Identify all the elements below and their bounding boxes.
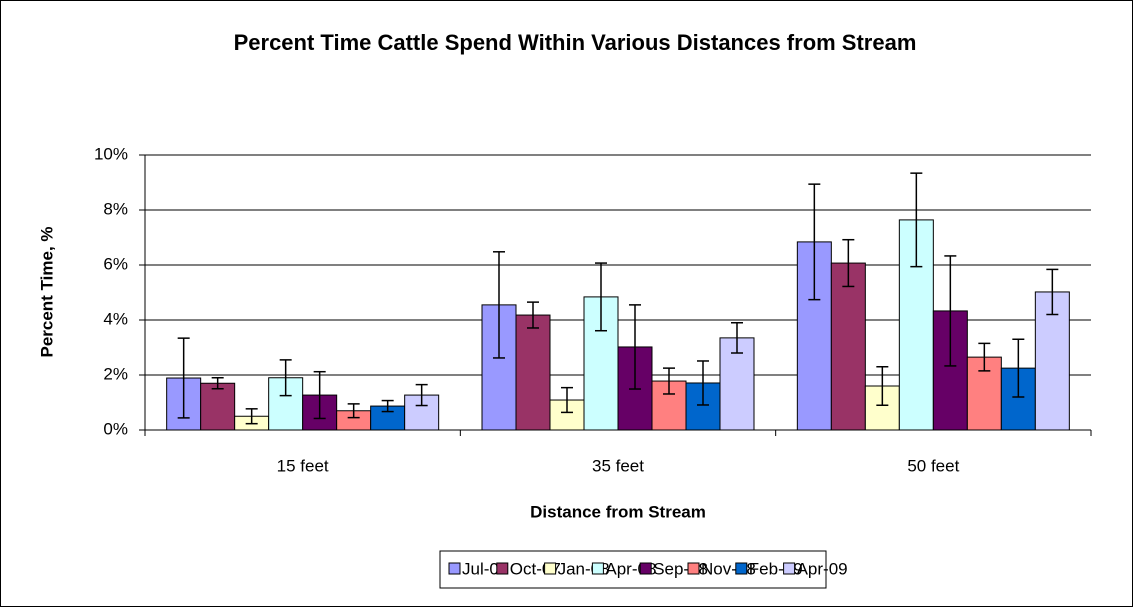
legend-swatch [591,562,604,575]
bar [515,314,551,431]
legend-swatch [639,562,652,575]
y-tick-label: 8% [103,199,128,218]
y-tick-label: 0% [103,419,128,438]
legend-label: Apr-09 [797,559,848,578]
x-tick-label: 35 feet [592,456,644,475]
x-axis-title: Distance from Stream [530,502,706,521]
legend-swatch [448,562,461,575]
legend-swatch [544,562,557,575]
y-axis-title: Percent Time, % [37,226,56,357]
y-tick-label: 6% [103,254,128,273]
chart-title: Percent Time Cattle Spend Within Various… [233,30,917,55]
x-tick-label: 15 feet [277,456,329,475]
bar [830,262,866,431]
legend-swatch [735,562,748,575]
legend-swatch [687,562,700,575]
legend-swatch [783,562,796,575]
y-tick-label: 2% [103,364,128,383]
legend-label: Nov-08 [701,559,756,578]
y-tick-label: 10% [94,144,128,163]
x-tick-label: 50 feet [907,456,959,475]
bar [200,382,236,431]
legend-swatch [496,562,509,575]
y-tick-label: 4% [103,309,128,328]
legend-label: Sep-08 [653,559,708,578]
